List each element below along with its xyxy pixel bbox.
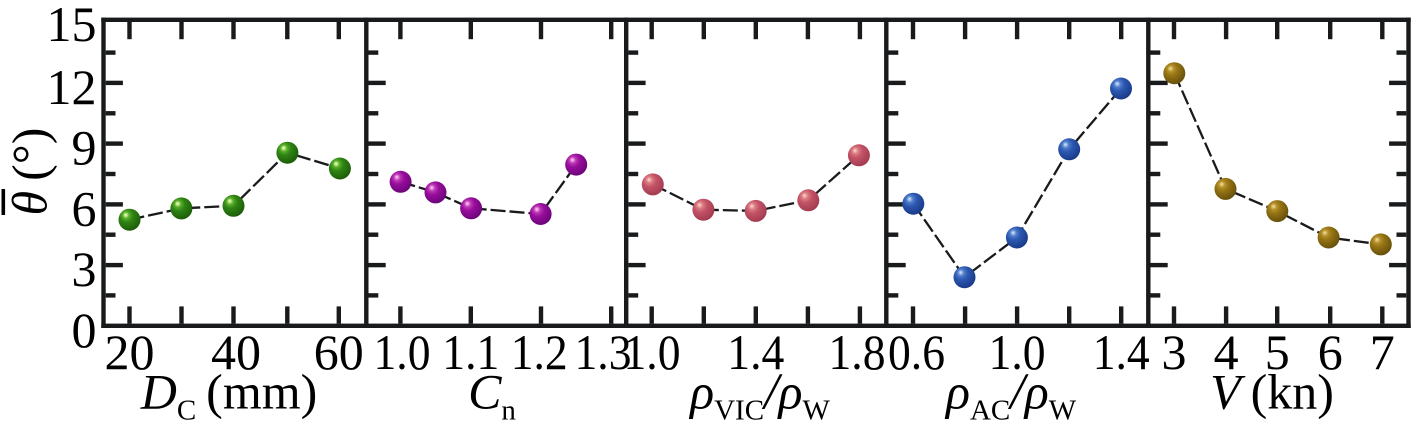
svg-text:7: 7 <box>1370 324 1395 380</box>
svg-text:ρVIC/ρW: ρVIC/ρW <box>688 364 830 427</box>
svg-text:5: 5 <box>1265 324 1290 380</box>
svg-text:1.4: 1.4 <box>727 324 784 380</box>
svg-text:1.0: 1.0 <box>374 324 431 380</box>
svg-text:1.0: 1.0 <box>624 324 681 380</box>
svg-text:1.0: 1.0 <box>989 324 1046 380</box>
svg-text:1.4: 1.4 <box>1093 324 1150 380</box>
svg-text:9: 9 <box>72 120 97 176</box>
svg-text:6: 6 <box>72 180 97 236</box>
svg-text:1.3: 1.3 <box>575 324 632 380</box>
svg-text:15: 15 <box>47 0 97 52</box>
svg-text:12: 12 <box>47 59 97 115</box>
svg-text:0: 0 <box>72 302 97 358</box>
svg-text:1.1: 1.1 <box>442 324 499 380</box>
svg-text:DC (mm): DC (mm) <box>140 364 318 427</box>
svg-text:V (kn): V (kn) <box>1210 364 1334 420</box>
svg-text:1.2: 1.2 <box>511 324 568 380</box>
svg-text:4: 4 <box>1214 324 1239 380</box>
svg-text:Cn: Cn <box>468 364 516 427</box>
svg-text:0.6: 0.6 <box>888 324 945 380</box>
svg-text:1.8: 1.8 <box>829 324 886 380</box>
svg-text:3: 3 <box>72 241 97 297</box>
svg-text:60: 60 <box>314 324 364 380</box>
svg-text:40: 40 <box>211 324 261 380</box>
svg-text:6: 6 <box>1318 324 1343 380</box>
svg-text:20: 20 <box>105 324 155 380</box>
svg-text:θ (°): θ (°) <box>2 128 58 216</box>
svg-text:3: 3 <box>1162 324 1187 380</box>
svg-text:ρAC/ρW: ρAC/ρW <box>944 364 1077 427</box>
